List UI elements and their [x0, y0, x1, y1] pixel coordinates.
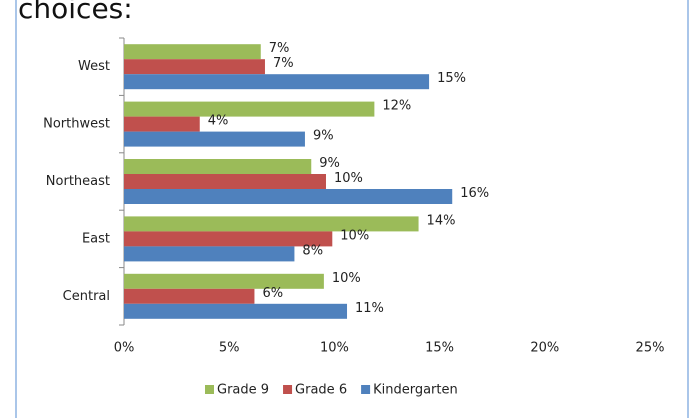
bar [124, 303, 348, 319]
data-label: 16% [460, 186, 489, 201]
data-label: 10% [332, 271, 361, 286]
bar [124, 189, 453, 204]
data-label: 15% [437, 71, 466, 86]
legend-label: Grade 6 [295, 383, 347, 398]
bar [124, 288, 255, 304]
data-label: 6% [262, 286, 283, 301]
y-tick-label: East [82, 231, 110, 246]
bar [124, 216, 419, 232]
bar [124, 131, 305, 147]
legend-swatch [283, 385, 293, 394]
bar [124, 159, 312, 174]
data-label: 9% [313, 129, 334, 144]
y-tick-label: Central [63, 289, 110, 304]
data-label: 7% [269, 41, 290, 56]
bar [124, 231, 333, 247]
legend-label: Grade 9 [217, 383, 269, 398]
legend-label: Kindergarten [373, 383, 458, 398]
data-label: 14% [427, 213, 456, 228]
bar [124, 116, 200, 132]
data-label: 9% [319, 156, 340, 171]
x-tick-label: 0% [114, 341, 135, 356]
x-tick-label: 10% [320, 341, 349, 356]
x-tick-label: 25% [636, 341, 665, 356]
data-label: 10% [340, 228, 369, 243]
y-tick-label: West [78, 59, 110, 74]
legend-swatch [205, 385, 214, 394]
y-tick-label: Northeast [46, 174, 110, 189]
bar [124, 74, 430, 90]
x-tick-label: 20% [530, 341, 559, 356]
x-tick-label: 15% [425, 341, 454, 356]
bar [124, 174, 326, 189]
legend-swatch [361, 385, 371, 394]
data-label: 12% [382, 99, 411, 114]
data-label: 8% [302, 243, 323, 258]
chart-title: choices: [18, 0, 133, 25]
data-label: 7% [273, 56, 294, 71]
x-tick-label: 5% [219, 341, 240, 356]
data-label: 11% [355, 301, 384, 316]
y-tick-label: Northwest [43, 117, 110, 132]
bar [124, 246, 295, 262]
data-label: 4% [208, 114, 229, 129]
bar [124, 44, 261, 60]
data-label: 10% [334, 171, 363, 186]
bar [124, 59, 265, 75]
bar [124, 273, 324, 289]
bar [124, 101, 375, 117]
frame [15, 0, 689, 418]
